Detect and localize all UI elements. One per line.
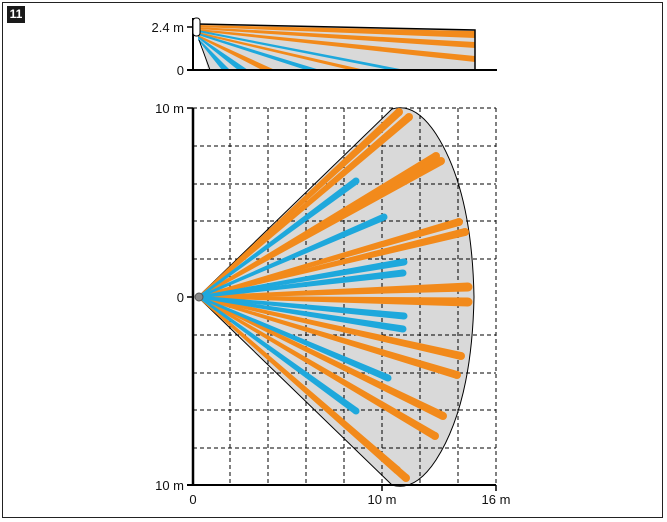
beam-short-range bbox=[198, 213, 386, 299]
side-beam-short bbox=[198, 30, 405, 70]
top-view-beams bbox=[198, 108, 473, 482]
beam-end-cap bbox=[384, 374, 392, 382]
y-axis-top-label: 10 m bbox=[155, 101, 184, 116]
side-beam-short bbox=[198, 33, 320, 70]
beam-long-range bbox=[198, 296, 437, 440]
beam-short-range bbox=[198, 295, 404, 333]
beam-end-cap bbox=[352, 407, 360, 415]
side-beam-long bbox=[198, 29, 475, 62]
beam-end-cap bbox=[439, 412, 447, 420]
beam-end-cap bbox=[455, 218, 463, 226]
beam-short-range bbox=[198, 178, 359, 298]
beam-short-range bbox=[198, 269, 404, 299]
beam-end-cap bbox=[352, 177, 360, 185]
beam-end-cap bbox=[431, 432, 439, 440]
beam-end-cap bbox=[432, 152, 440, 160]
y-axis-bottom-label: 10 m bbox=[155, 478, 184, 493]
beam-long-range bbox=[198, 296, 400, 473]
beam-end-cap bbox=[399, 325, 407, 333]
side-view-lower-edge bbox=[198, 39, 211, 71]
figure-number-badge: 11 bbox=[7, 6, 25, 23]
side-view-height-label: 2.4 m bbox=[151, 20, 184, 35]
beam-long-range bbox=[198, 295, 462, 360]
beam-end-cap bbox=[405, 113, 413, 121]
side-view: 2.4 m 0 bbox=[151, 17, 497, 78]
x-axis-zero-label: 0 bbox=[189, 492, 196, 507]
side-beam-short bbox=[198, 38, 230, 70]
detector-position-icon bbox=[194, 292, 204, 302]
beam-end-cap bbox=[457, 352, 465, 360]
beam-end-cap bbox=[395, 108, 403, 116]
beam-long-range bbox=[198, 218, 461, 299]
side-beam-short bbox=[198, 36, 248, 70]
beam-end-cap bbox=[400, 258, 408, 266]
x-axis-10m-label: 10 m bbox=[368, 492, 397, 507]
beam-end-cap bbox=[402, 474, 410, 482]
detector-icon bbox=[192, 17, 201, 37]
beam-long-range bbox=[198, 295, 459, 379]
side-beam-long bbox=[198, 35, 275, 70]
beam-end-cap bbox=[463, 282, 473, 292]
beam-end-cap bbox=[399, 269, 407, 277]
beam-short-range bbox=[198, 296, 359, 414]
top-view: 10 m 0 10 m 0 10 m 16 m bbox=[155, 101, 510, 507]
beam-short-range bbox=[198, 295, 390, 382]
beam-end-cap bbox=[461, 228, 469, 236]
side-view-outline bbox=[196, 23, 476, 70]
beam-end-cap bbox=[393, 466, 401, 474]
beam-long-range bbox=[199, 282, 469, 299]
beam-end-cap bbox=[453, 371, 461, 379]
beam-long-range bbox=[198, 152, 438, 298]
beam-long-range bbox=[198, 228, 466, 299]
beam-short-range bbox=[198, 295, 405, 320]
beam-end-cap bbox=[400, 312, 408, 320]
beam-long-range bbox=[199, 295, 469, 307]
y-axis-zero-label: 0 bbox=[177, 290, 184, 305]
beam-end-cap bbox=[380, 213, 388, 221]
beam-short-range bbox=[198, 258, 405, 299]
side-beam-long bbox=[198, 27, 475, 48]
side-view-coverage-area bbox=[197, 24, 475, 70]
side-view-zero-label: 0 bbox=[177, 63, 184, 78]
beam-end-cap bbox=[463, 297, 473, 307]
side-beam-long bbox=[198, 32, 365, 70]
beam-long-range bbox=[198, 295, 445, 420]
side-beam-long bbox=[198, 25, 475, 38]
x-axis-16m-label: 16 m bbox=[482, 492, 511, 507]
beam-long-range bbox=[198, 109, 402, 298]
beam-end-cap bbox=[437, 157, 445, 165]
beam-long-range bbox=[198, 114, 412, 298]
